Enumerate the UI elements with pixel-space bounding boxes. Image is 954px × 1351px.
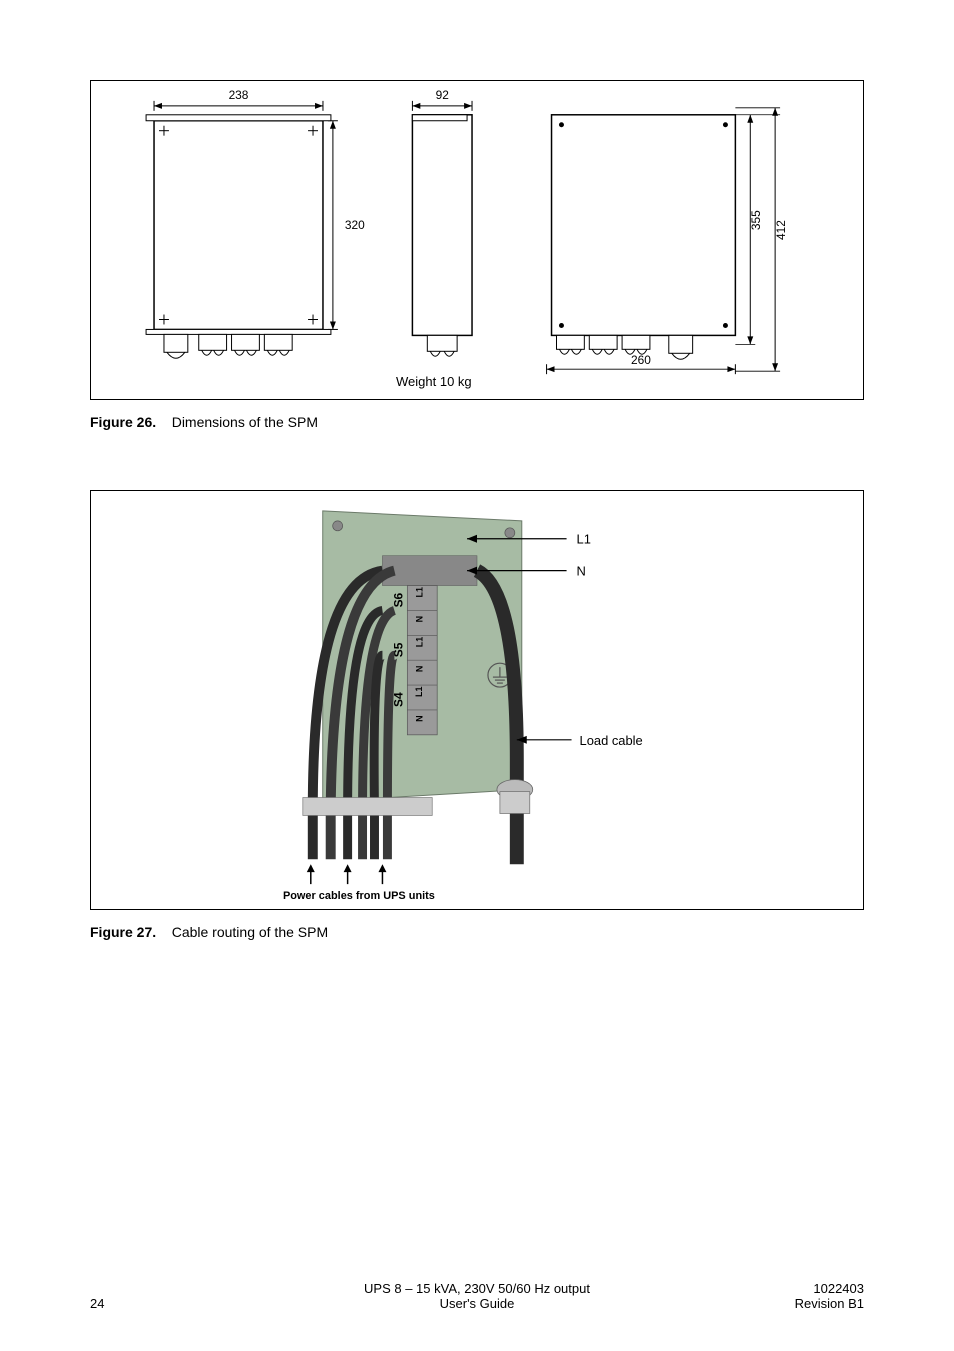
figure-27-drawing: S6 S5 S4 L1 N L1 N L1 N (91, 491, 863, 909)
figure-27-box: S6 S5 S4 L1 N L1 N L1 N (90, 490, 864, 910)
callout-l1: L1 (577, 532, 591, 547)
figure-26-caption: Figure 26. Dimensions of the SPM (90, 414, 864, 430)
dim-260: 260 (631, 353, 651, 367)
callout-load-cable: Load cable (580, 733, 643, 748)
terminal-sub-l1-3: L1 (414, 587, 424, 597)
dim-355: 355 (749, 210, 763, 230)
dim-412: 412 (774, 220, 788, 240)
page-footer: 24 UPS 8 – 15 kVA, 230V 50/60 Hz output … (90, 1281, 864, 1311)
figure-27-number: Figure 27. (90, 924, 156, 940)
footer-revision: Revision B1 (744, 1296, 864, 1311)
terminal-sub-n-2: N (414, 666, 424, 672)
footer-subtitle: User's Guide (210, 1296, 744, 1311)
figure-27-caption: Figure 27. Cable routing of the SPM (90, 924, 864, 940)
terminal-s6: S6 (391, 592, 405, 607)
weight-label: Weight 10 kg (396, 374, 472, 389)
dim-320: 320 (345, 218, 365, 232)
terminal-sub-l1-1: L1 (414, 687, 424, 697)
terminal-sub-n-1: N (414, 715, 424, 721)
figure-27-caption-text: Cable routing of the SPM (172, 924, 328, 940)
figure-26-number: Figure 26. (90, 414, 156, 430)
terminal-sub-n-3: N (414, 616, 424, 622)
figure-26-box: 238 320 (90, 80, 864, 400)
power-cables-label: Power cables from UPS units (283, 890, 435, 902)
page-number: 24 (90, 1296, 210, 1311)
terminal-sub-l1-2: L1 (414, 637, 424, 647)
dim-92: 92 (436, 88, 450, 102)
callout-n: N (577, 564, 586, 579)
footer-title: UPS 8 – 15 kVA, 230V 50/60 Hz output (210, 1281, 744, 1296)
dim-238: 238 (229, 88, 249, 102)
figure-26-caption-text: Dimensions of the SPM (172, 414, 318, 430)
figure-26-drawing: 238 320 (91, 81, 863, 399)
footer-docnum: 1022403 (744, 1281, 864, 1296)
